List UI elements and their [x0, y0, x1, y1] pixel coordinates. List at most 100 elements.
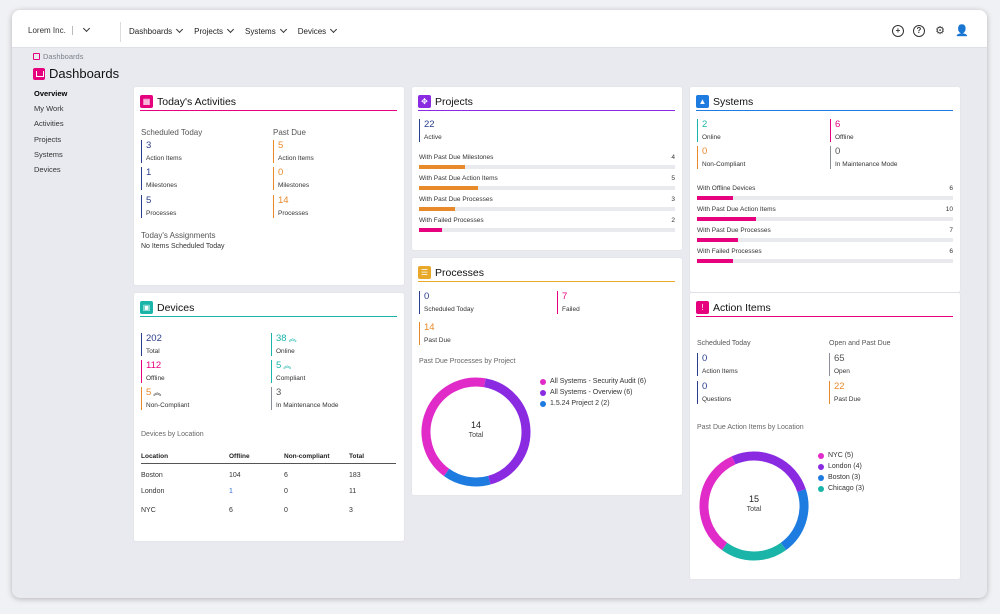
donut-slice[interactable] [699, 456, 736, 551]
actions-chart-label: Past Due Action Items by Location [697, 424, 804, 431]
bar-fill [419, 186, 478, 190]
bar-row[interactable]: With Past Due Milestones 4 [419, 154, 675, 172]
stat-devices-compliant[interactable]: 5 ︽ Compliant [271, 360, 305, 383]
stat-pastdue-processes[interactable]: 14 Processes [273, 195, 308, 218]
stat-systems-offline[interactable]: 6 Offline [830, 119, 854, 142]
devices-location-label: Devices by Location [141, 431, 204, 438]
donut-slice[interactable] [421, 377, 486, 477]
bar-fill [697, 259, 733, 263]
stat-scheduled-processes[interactable]: 5 Processes [141, 195, 176, 218]
help-circle-icon[interactable]: ? [913, 25, 925, 37]
sidebar-item-activities[interactable]: Activities [34, 119, 64, 129]
chevron-down-icon [82, 24, 90, 33]
stat-pastdue-milestones[interactable]: 0 Milestones [273, 167, 309, 190]
devices-location-table: Location Offline Non-compliant Total Bos… [141, 450, 396, 520]
sidebar-item-overview[interactable]: Overview [34, 89, 68, 98]
stat-devices-maintenance[interactable]: 3 In Maintenance Mode [271, 387, 339, 410]
user-icon[interactable]: 👤 [955, 25, 969, 37]
bar-row[interactable]: With Past Due Processes 3 [419, 196, 675, 214]
sidebar-item-my-work[interactable]: My Work [34, 104, 64, 114]
nav-dashboards[interactable]: Dashboards [129, 25, 184, 36]
sidebar-item-projects[interactable]: Projects [34, 134, 62, 144]
column-header: Offline [229, 450, 284, 464]
bar-fill [697, 196, 733, 200]
sidebar-item-devices[interactable]: Devices [34, 164, 61, 174]
alert-icon: ! [696, 301, 709, 314]
bar-row[interactable]: With Offline Devices 6 [697, 185, 953, 203]
card-title: Today's Activities [157, 95, 237, 108]
table-row[interactable]: NYC 6 0 3 [141, 507, 353, 514]
scheduled-label: Scheduled Today [141, 128, 203, 137]
processes-donut [421, 377, 531, 487]
stat-actions-questions[interactable]: 0 Questions [697, 381, 731, 404]
processes-card: ☰ Processes 0 Scheduled Today 7 Failed 14 Pa… [412, 258, 682, 495]
stat-systems-online[interactable]: 2 Online [697, 119, 721, 142]
systems-icon: ▲ [696, 95, 709, 108]
calendar-icon: ▦ [140, 95, 153, 108]
table-row[interactable]: London 1 0 11 [141, 488, 357, 495]
actions-legend: NYC (5) London (4) Boston (3) Chicago (3… [818, 450, 864, 494]
donut-slice[interactable] [443, 468, 491, 487]
bar-fill [697, 238, 738, 242]
bar-row[interactable]: With Failed Processes 2 [419, 217, 675, 235]
projects-icon: ✥ [418, 95, 431, 108]
plus-circle-icon[interactable]: + [892, 25, 904, 37]
devices-icon: ▣ [140, 301, 153, 314]
stat-actions-open[interactable]: 65 Open [829, 353, 850, 376]
chevron-down-icon [279, 25, 287, 34]
company-selector[interactable]: Lorem Inc. [28, 24, 90, 35]
projects-card: ✥ Projects 22 Active With Past Due Milesto… [412, 87, 682, 250]
breadcrumb[interactable]: Dashboards [33, 52, 83, 61]
legend-item: All Systems - Overview (6) [540, 387, 646, 398]
stat-pastdue-action-items[interactable]: 5 Action Items [273, 140, 314, 163]
stat-actions-pastdue[interactable]: 22 Past Due [829, 381, 861, 404]
stat-processes-pastdue[interactable]: 14 Past Due [419, 322, 451, 345]
stat-scheduled-action-items[interactable]: 3 Action Items [141, 140, 182, 163]
column-header: Non-compliant [284, 450, 349, 464]
app-window: Lorem Inc. Dashboards Projects Systems D… [12, 10, 987, 598]
stat-devices-noncompliant[interactable]: 5 ︽ Non-Compliant [141, 387, 189, 410]
sidebar: Overview My Work Activities Projects Sys… [34, 89, 67, 180]
double-up-arrow-icon: ︽ [283, 361, 292, 370]
chevron-down-icon [176, 25, 184, 34]
bar-row[interactable]: With Past Due Action Items 5 [419, 175, 675, 193]
stat-projects-active[interactable]: 22 Active [419, 119, 442, 142]
stat-systems-maintenance[interactable]: 0 In Maintenance Mode [830, 146, 898, 169]
list-icon: ☰ [418, 266, 431, 279]
card-title: Action Items [713, 301, 771, 314]
stat-systems-noncompliant[interactable]: 0 Non-Compliant [697, 146, 745, 169]
bar-row[interactable]: With Past Due Action Items 10 [697, 206, 953, 224]
open-label: Open and Past Due [829, 340, 891, 347]
donut-slice[interactable] [780, 489, 809, 551]
donut-slice[interactable] [721, 542, 787, 561]
gear-icon[interactable]: ⚙ [935, 25, 945, 37]
donut-slice[interactable] [483, 378, 531, 485]
sched-label: Scheduled Today [697, 340, 751, 347]
nav-projects[interactable]: Projects [194, 25, 235, 36]
assignments-label: Today's Assignments [141, 231, 216, 240]
devices-card: ▣ Devices 202 Total 38 ︽ Online 112 Offline 5… [134, 293, 404, 541]
bar-row[interactable]: With Failed Processes 6 [697, 248, 953, 266]
stat-devices-offline[interactable]: 112 Offline [141, 360, 165, 383]
card-title: Systems [713, 95, 754, 108]
bar-row[interactable]: With Past Due Processes 7 [697, 227, 953, 245]
stat-processes-scheduled[interactable]: 0 Scheduled Today [419, 291, 474, 314]
nav-systems[interactable]: Systems [245, 25, 287, 36]
card-title: Projects [435, 95, 473, 108]
stat-processes-failed[interactable]: 7 Failed [557, 291, 580, 314]
double-up-arrow-icon: ︽ [153, 388, 162, 397]
processes-legend: All Systems - Security Audit (6) All Sys… [540, 376, 646, 409]
chevron-down-icon [330, 25, 338, 34]
dashboard-icon [33, 53, 40, 60]
card-title: Devices [157, 301, 195, 314]
nav-devices[interactable]: Devices [298, 25, 338, 36]
stat-actions-scheduled[interactable]: 0 Action Items [697, 353, 738, 376]
donut-center: 14 Total [468, 420, 484, 439]
stat-scheduled-milestones[interactable]: 1 Milestones [141, 167, 177, 190]
donut-slice[interactable] [731, 451, 806, 493]
sidebar-item-systems[interactable]: Systems [34, 149, 63, 159]
table-row[interactable]: Boston 104 6 183 [141, 472, 361, 480]
main-nav: Dashboards Projects Systems Devices [129, 25, 338, 36]
stat-devices-total[interactable]: 202 Total [141, 333, 162, 356]
stat-devices-online[interactable]: 38 ︽ Online [271, 333, 297, 356]
